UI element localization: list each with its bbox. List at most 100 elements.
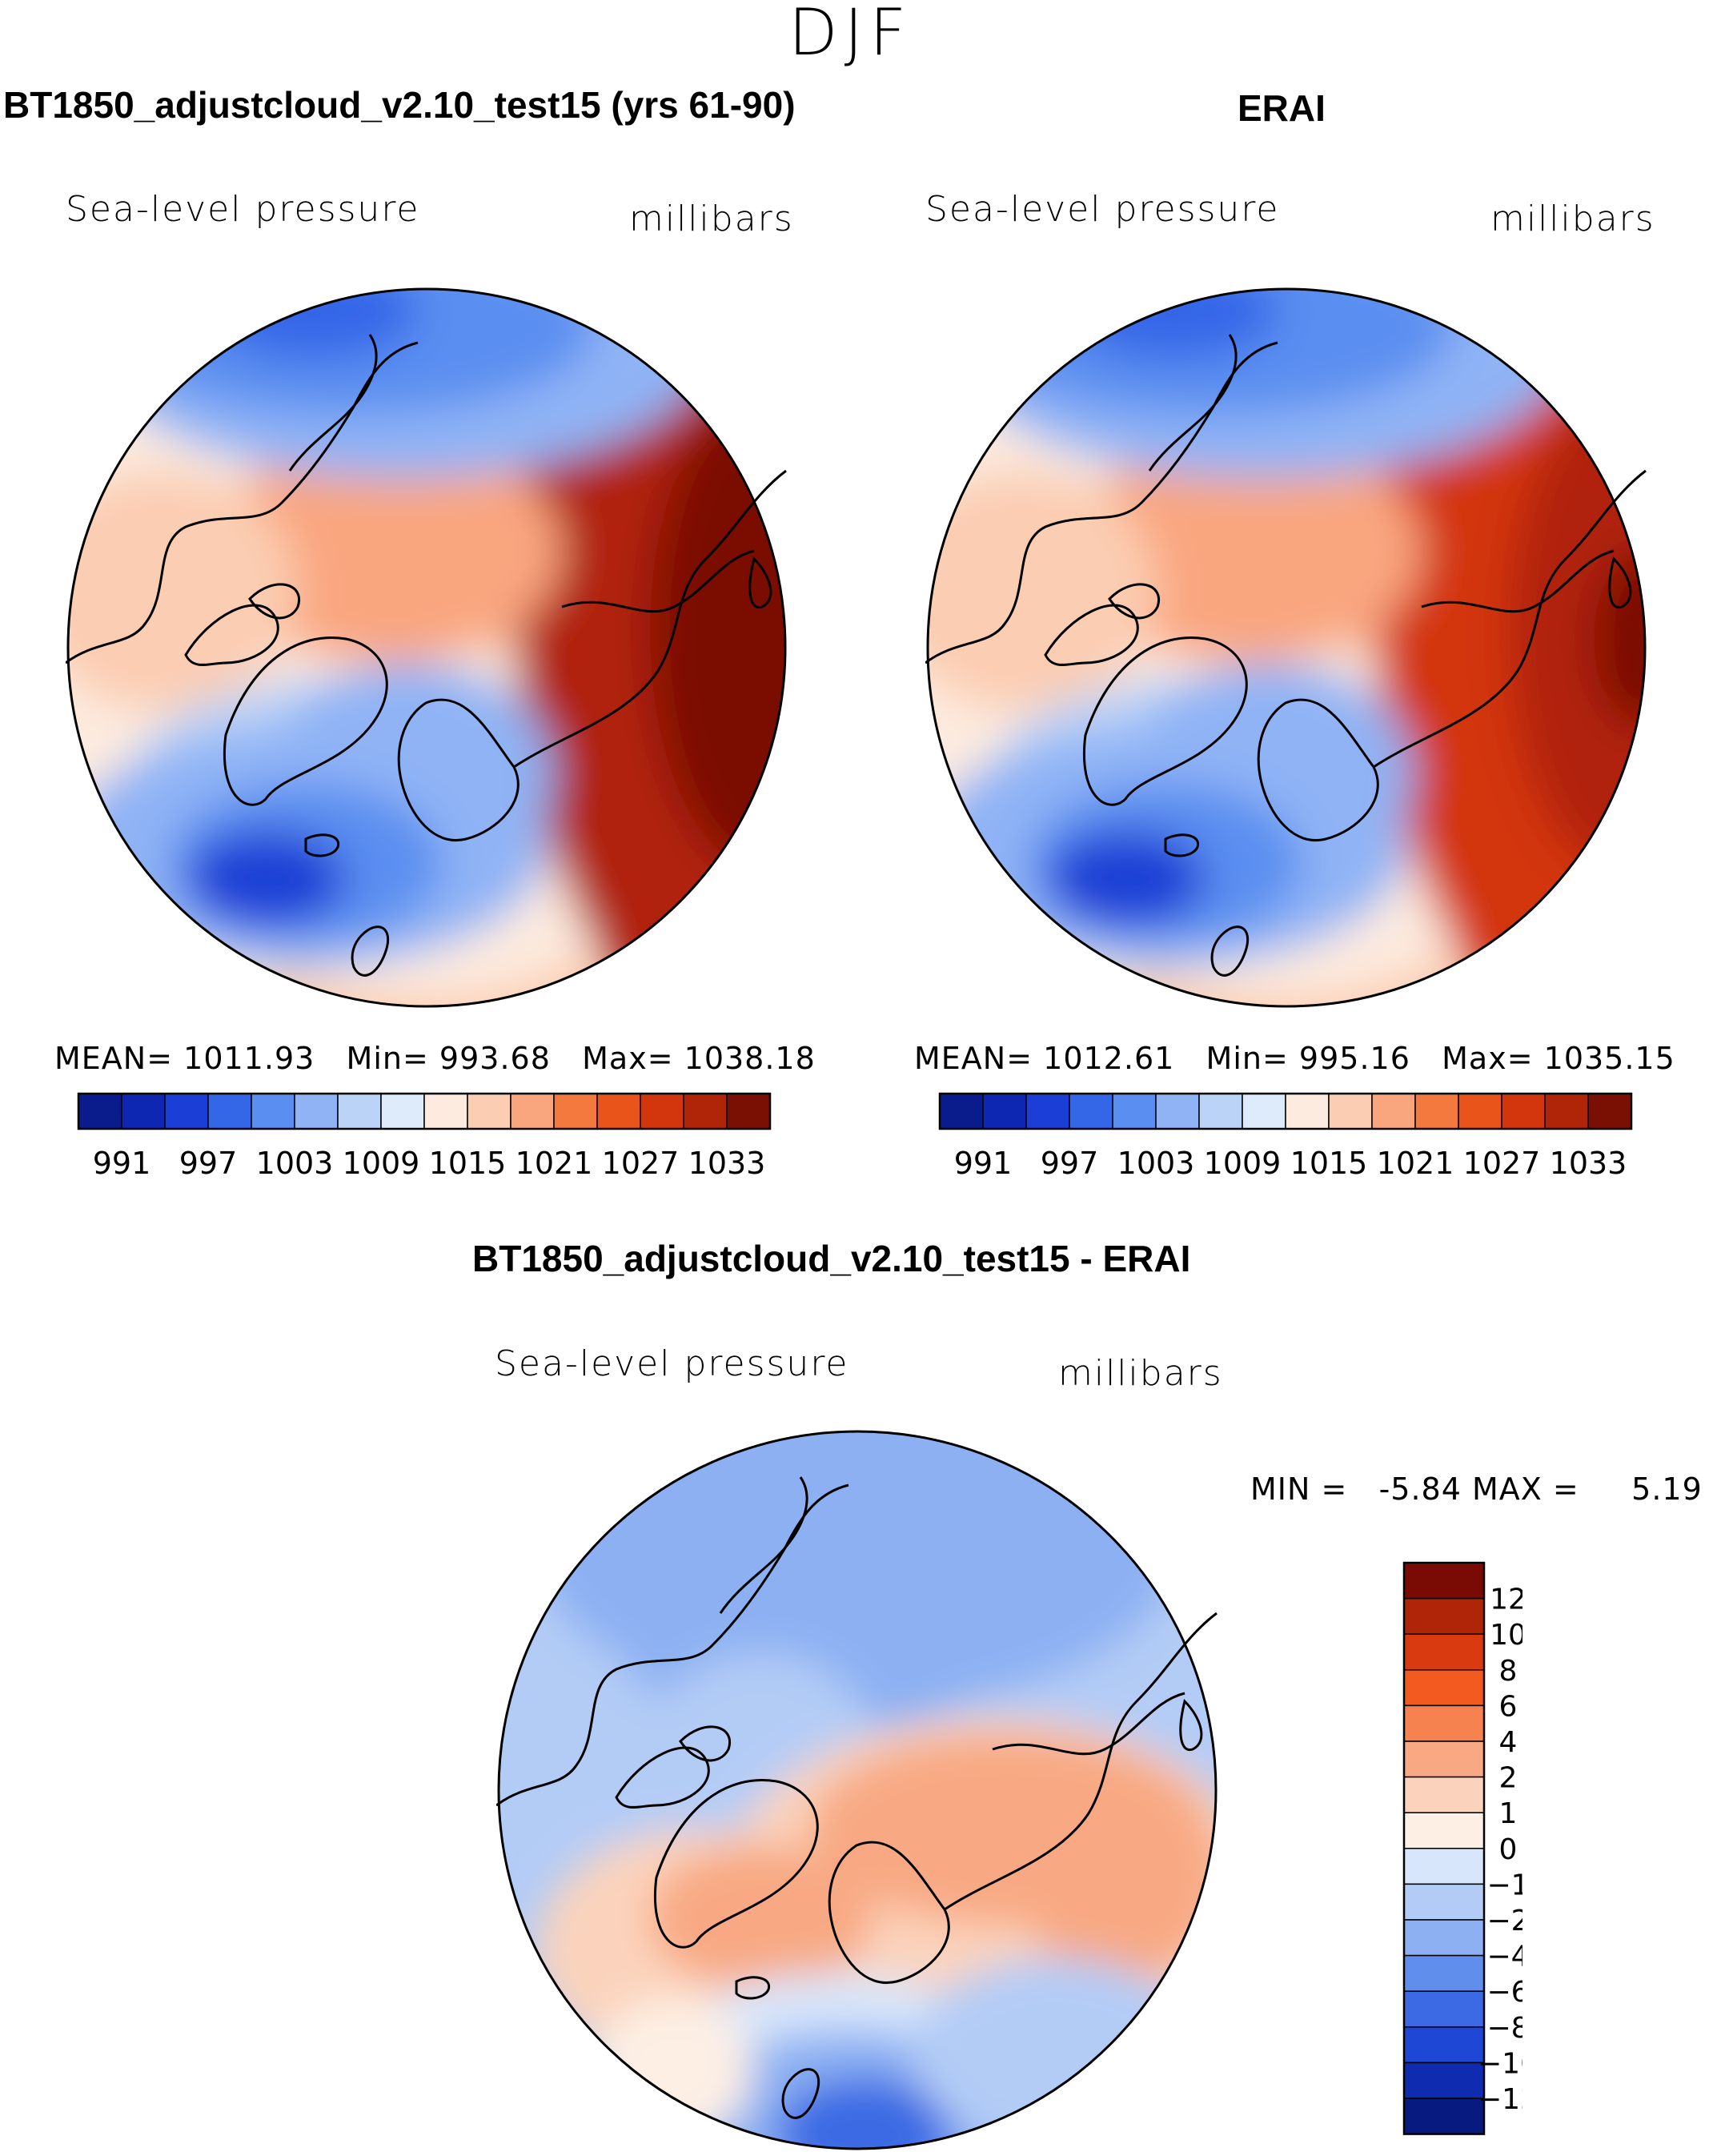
- panel3-colorbar-box-4: [1403, 1704, 1485, 1742]
- panel1-coastline-greenland: [223, 636, 388, 806]
- panel2-colorbar-box-13: [1501, 1093, 1546, 1130]
- panel3-units: millibars: [1058, 1353, 1223, 1394]
- panel1-coastline-kamchatka: [748, 556, 772, 609]
- panel3-colorbar-box-15: [1403, 2098, 1485, 2135]
- panel1-map: [66, 287, 787, 1008]
- panel2-colorbar-box-5: [1155, 1093, 1200, 1130]
- panel3-colorbar-tick-4: 4: [1499, 1726, 1518, 1759]
- panel2-colorbar-tick-1: 997: [1041, 1146, 1099, 1180]
- panel1-colorbar-tick-1: 997: [179, 1146, 238, 1180]
- panel3-colorbar-box-8: [1403, 1848, 1485, 1885]
- panel1-max-label: Max=: [582, 1041, 674, 1076]
- panel1-coastline-europe-scandinavia: [397, 698, 520, 841]
- panel3-min-label: MIN =: [1250, 1471, 1348, 1507]
- panel1-colorbar-box-15: [726, 1093, 771, 1130]
- panel2-coastline-europe-scandinavia: [1257, 698, 1379, 841]
- panel3-coastline-north-america: [496, 1484, 849, 1807]
- panel1-colorbar-box-3: [207, 1093, 252, 1130]
- panel1-colorbar-box-0: [78, 1093, 122, 1130]
- panel3-colorbar-box-7: [1403, 1812, 1485, 1849]
- panel2-slp-contour-7: [928, 471, 1157, 711]
- panel1-colorbar-box-6: [337, 1093, 382, 1130]
- panel2-colorbar-box-6: [1198, 1093, 1243, 1130]
- panel1-variable: Sea-level pressure: [66, 189, 420, 230]
- panel2-colorbar-box-7: [1242, 1093, 1286, 1130]
- panel1-slp-contour-5: [734, 551, 785, 727]
- panel3-slpdiff-contour-11: [776, 2078, 953, 2149]
- panel1-colorbar-box-1: [121, 1093, 166, 1130]
- panel2-min-label: Min=: [1206, 1041, 1289, 1076]
- panel3-coastline-greenland: [654, 1779, 819, 1949]
- panel2-max-value: 1035.15: [1543, 1041, 1675, 1076]
- panel3-colorbar-box-6: [1403, 1776, 1485, 1813]
- panel2-colorbar-box-2: [1025, 1093, 1070, 1130]
- panel3-colorbar-tick-8: −1: [1486, 1869, 1522, 1901]
- panel3-colorbar-tick-5: 2: [1499, 1762, 1518, 1795]
- panel2-slp-contour-15: [1069, 289, 1278, 359]
- panel1-colorbar-box-14: [683, 1093, 728, 1130]
- panel2-stats: MEAN= 1012.61 Min= 995.16 Max= 1035.15: [914, 1041, 1675, 1076]
- panel1-colorbar-tick-6: 1027: [602, 1146, 680, 1180]
- panel1-min-value: 993.68: [439, 1041, 551, 1076]
- panel3-colorbar-tick-11: −6: [1486, 1976, 1522, 2009]
- panel3-coastline-iceland: [735, 1976, 771, 2000]
- panel2-colorbar-box-12: [1458, 1093, 1502, 1130]
- panel3-colorbar-tick-7: 0: [1499, 1833, 1518, 1866]
- panel1-colorbar: 991 997 1003 1009 1015 1021 1027 1033: [77, 1092, 772, 1180]
- panel1-colorbar-tick-3: 1009: [343, 1146, 420, 1180]
- panel3-slpdiff-contour-8: [648, 1845, 873, 1989]
- panel3-colorbar-tick-6: 1: [1499, 1797, 1518, 1830]
- panel2-colorbar-box-0: [939, 1093, 984, 1130]
- panel2-max-label: Max=: [1442, 1041, 1534, 1076]
- panel2-colorbar-tick-2: 1003: [1117, 1146, 1195, 1180]
- panel1-colorbar-tick-2: 1003: [256, 1146, 334, 1180]
- panel3-colorbar-box-13: [1403, 2026, 1485, 2064]
- panel2-coastline-alaska: [1148, 334, 1238, 472]
- panel3-title: BT1850_adjustcloud_v2.10_test15 - ERAI: [472, 1238, 1191, 1279]
- panel1-max-value: 1038.18: [684, 1041, 816, 1076]
- panel2-units: millibars: [1490, 199, 1655, 239]
- panel2-colorbar-box-15: [1587, 1093, 1632, 1130]
- panel3-map-border: [497, 1430, 1218, 2150]
- panel3-colorbar-tick-9: −2: [1486, 1905, 1522, 1937]
- panel1-mean-value: 1011.93: [183, 1041, 315, 1076]
- panel2-colorbar-tick-3: 1009: [1204, 1146, 1282, 1180]
- panel3-colorbar-box-3: [1403, 1669, 1485, 1707]
- panel2-colorbar-box-14: [1544, 1093, 1589, 1130]
- panel1-colorbar-box-12: [596, 1093, 641, 1130]
- panel1-coastline-alaska: [288, 334, 378, 472]
- panel3-colorbar-box-2: [1403, 1633, 1485, 1671]
- panel3-colorbar-box-11: [1403, 1954, 1485, 1992]
- panel3-colorbar-box-10: [1403, 1919, 1485, 1957]
- panel2-title: ERAI: [1238, 87, 1326, 129]
- panel3-colorbar-tick-14: −12: [1478, 2083, 1522, 2116]
- panel3-colorbar-tick-1: 10: [1490, 1619, 1522, 1652]
- panel2-coastline-british-isles: [1210, 925, 1250, 977]
- panel1-map-border: [66, 287, 787, 1008]
- panel2-coastline-canada-arctic-islands: [1044, 583, 1161, 666]
- panel3-coastline-europe-scandinavia: [828, 1841, 950, 1984]
- panel2-colorbar-tick-6: 1027: [1463, 1146, 1541, 1180]
- panel1-colorbar-box-8: [423, 1093, 468, 1130]
- panel1-coastline-siberia: [561, 549, 755, 613]
- panel2-mean-label: MEAN=: [914, 1041, 1033, 1076]
- panel1-colorbar-box-5: [294, 1093, 339, 1130]
- panel3-slpdiff-contour-12: [592, 1997, 752, 2142]
- panel1-coastline-canada-arctic-islands: [184, 583, 301, 666]
- panel2-slp-contour-5: [1594, 551, 1645, 727]
- panel3-coastline-british-isles: [781, 2068, 820, 2119]
- panel1-colorbar-tick-4: 1015: [429, 1146, 507, 1180]
- panel3-map: [496, 1430, 1218, 2150]
- panel2-coastline-greenland: [1083, 636, 1248, 806]
- panel2-colorbar-box-9: [1328, 1093, 1373, 1130]
- panel2-colorbar-box-3: [1069, 1093, 1113, 1130]
- panel3-slpdiff-contour-6: [1017, 1773, 1216, 1981]
- panel3-stats: MIN = -5.84 MAX = 5.19: [1250, 1471, 1703, 1507]
- panel3-colorbar-box-14: [1403, 2062, 1485, 2099]
- panel2-colorbar-tick-4: 1015: [1290, 1146, 1368, 1180]
- panel3-colorbar-box-1: [1403, 1597, 1485, 1635]
- panel3-colorbar-box-0: [1403, 1562, 1485, 1600]
- panel2-coastline-kamchatka: [1608, 556, 1632, 609]
- panel1-colorbar-box-2: [164, 1093, 209, 1130]
- panel2-colorbar-frame: [938, 1092, 1633, 1130]
